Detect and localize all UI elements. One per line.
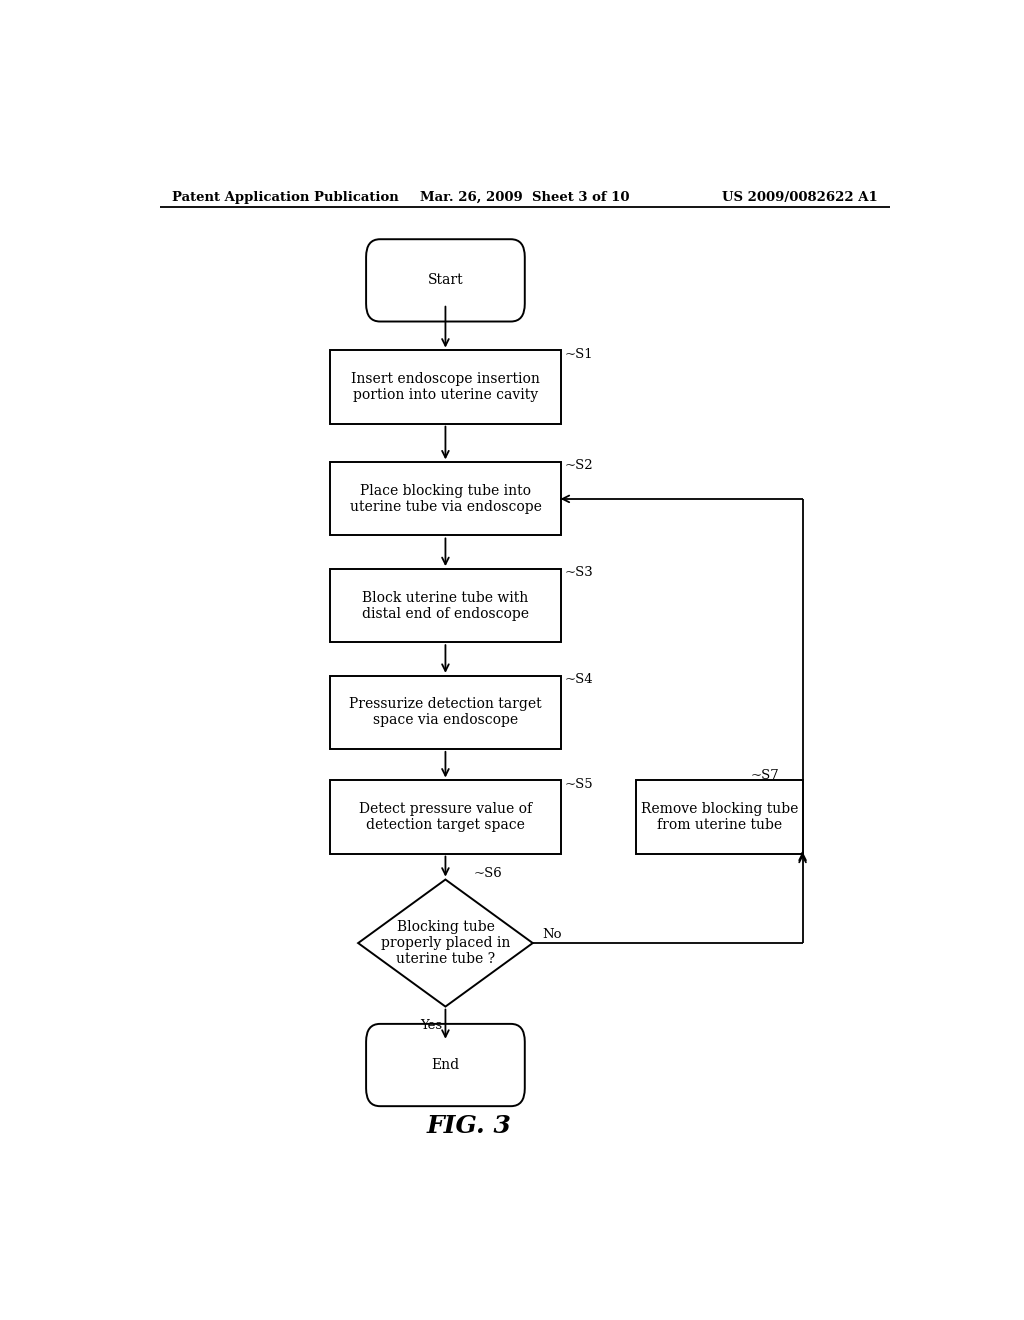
Text: ~S2: ~S2 xyxy=(564,459,593,473)
Text: US 2009/0082622 A1: US 2009/0082622 A1 xyxy=(722,190,878,203)
Text: FIG. 3: FIG. 3 xyxy=(427,1114,512,1138)
Text: ~S1: ~S1 xyxy=(564,347,593,360)
Bar xyxy=(331,780,560,854)
Text: Blocking tube
properly placed in
uterine tube ?: Blocking tube properly placed in uterine… xyxy=(381,920,510,966)
Text: ~S7: ~S7 xyxy=(751,770,779,783)
Text: Block uterine tube with
distal end of endoscope: Block uterine tube with distal end of en… xyxy=(361,590,529,620)
FancyBboxPatch shape xyxy=(367,1024,524,1106)
Text: Start: Start xyxy=(428,273,463,288)
Text: Place blocking tube into
uterine tube via endoscope: Place blocking tube into uterine tube vi… xyxy=(349,484,542,513)
Bar xyxy=(636,780,803,854)
Text: Remove blocking tube
from uterine tube: Remove blocking tube from uterine tube xyxy=(641,803,798,832)
Text: Pressurize detection target
space via endoscope: Pressurize detection target space via en… xyxy=(349,697,542,727)
Text: End: End xyxy=(431,1059,460,1072)
FancyBboxPatch shape xyxy=(367,239,524,322)
Bar xyxy=(331,351,560,424)
Bar xyxy=(331,676,560,748)
Text: ~S5: ~S5 xyxy=(564,777,593,791)
Text: ~S6: ~S6 xyxy=(473,866,502,879)
Text: ~S4: ~S4 xyxy=(564,673,593,686)
Text: Yes: Yes xyxy=(420,1019,442,1032)
Text: Detect pressure value of
detection target space: Detect pressure value of detection targe… xyxy=(358,803,532,832)
Bar xyxy=(331,569,560,643)
Text: Mar. 26, 2009  Sheet 3 of 10: Mar. 26, 2009 Sheet 3 of 10 xyxy=(420,190,630,203)
Text: Insert endoscope insertion
portion into uterine cavity: Insert endoscope insertion portion into … xyxy=(351,372,540,403)
Text: No: No xyxy=(543,928,562,941)
Text: Patent Application Publication: Patent Application Publication xyxy=(172,190,398,203)
Polygon shape xyxy=(358,879,532,1007)
Bar xyxy=(331,462,560,536)
Text: ~S3: ~S3 xyxy=(564,566,593,579)
